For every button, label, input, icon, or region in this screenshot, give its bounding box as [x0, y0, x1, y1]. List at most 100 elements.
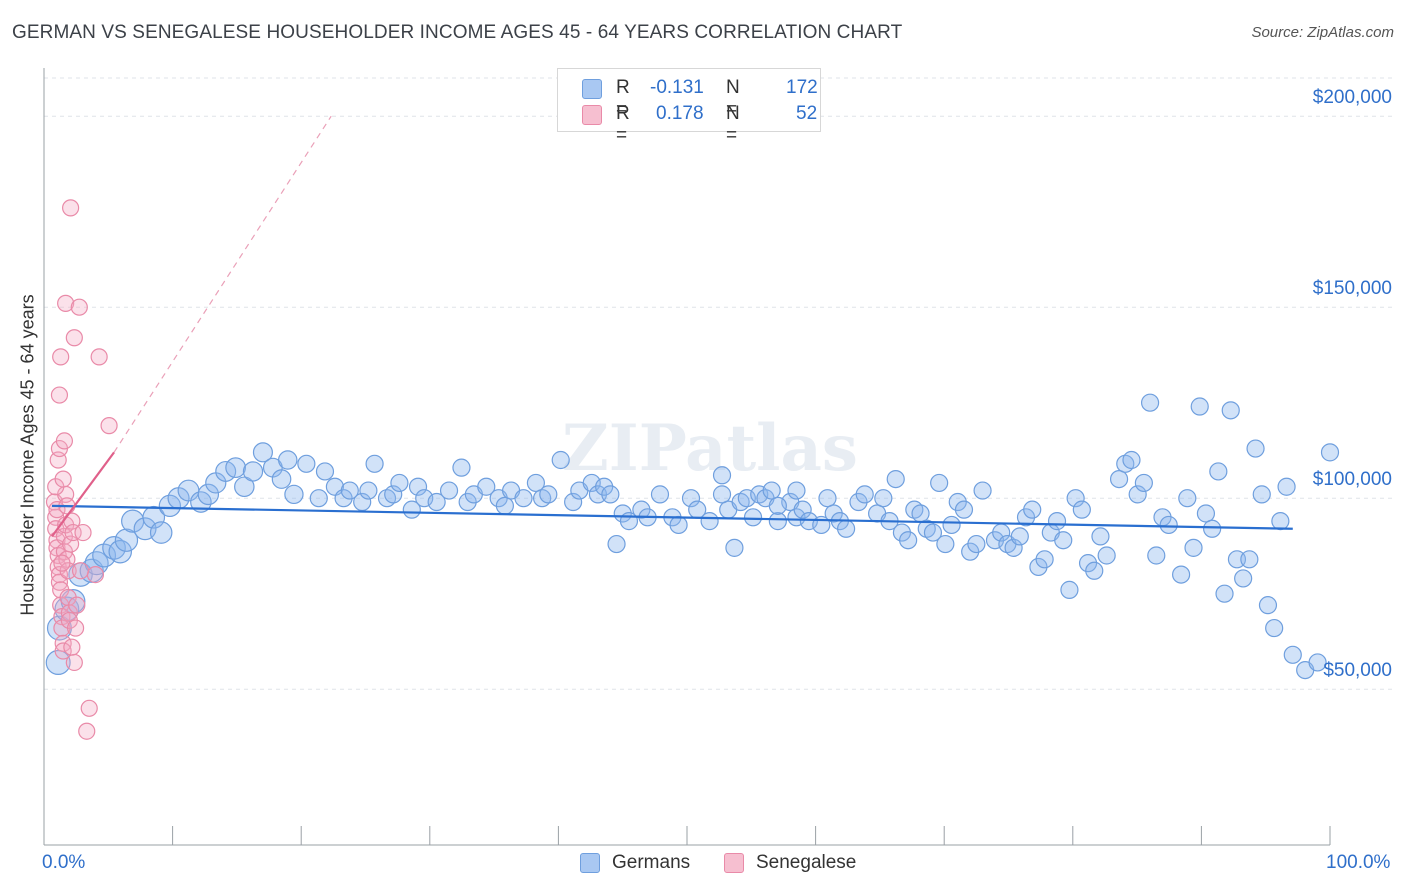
german-point	[768, 512, 787, 531]
senegalese-point	[62, 199, 80, 217]
german-point	[1085, 561, 1104, 580]
senegalese-point	[53, 554, 71, 572]
german-point	[477, 477, 496, 496]
senegalese-point	[54, 470, 72, 488]
germans-trendline	[51, 504, 1293, 530]
german-point	[967, 534, 986, 554]
german-point	[551, 450, 570, 470]
german-point	[1227, 550, 1247, 569]
german-point	[1010, 527, 1029, 546]
n-label: N =	[726, 103, 740, 146]
german-point	[1308, 653, 1327, 672]
r-label: R =	[616, 103, 630, 146]
y-tick-label: $150,000	[1312, 278, 1392, 299]
german-point	[297, 454, 316, 473]
german-point	[359, 481, 378, 500]
chart-title: GERMAN VS SENEGALESE HOUSEHOLDER INCOME …	[12, 22, 903, 43]
german-point	[1134, 473, 1153, 493]
senegalese-point	[50, 386, 69, 404]
german-point	[1221, 401, 1240, 420]
german-point	[762, 481, 781, 500]
german-point	[1184, 538, 1203, 557]
german-point	[818, 489, 837, 508]
german-point	[225, 457, 247, 479]
german-point	[390, 473, 409, 493]
senegalese-point	[100, 417, 118, 435]
german-point	[1277, 477, 1296, 496]
german-point	[712, 485, 732, 504]
german-point	[197, 483, 220, 506]
senegalese-point	[74, 523, 92, 542]
german-point	[669, 515, 688, 535]
senegalese-point	[78, 722, 96, 740]
german-point	[712, 466, 732, 485]
german-point	[514, 489, 533, 508]
german-point	[1023, 500, 1042, 519]
r-value: 0.178	[656, 103, 704, 124]
german-point	[911, 504, 930, 523]
german-point	[408, 477, 428, 496]
german-point	[439, 481, 459, 500]
german-point	[1240, 550, 1259, 569]
german-point	[102, 536, 126, 560]
german-point	[954, 500, 974, 519]
german-point	[242, 461, 264, 482]
german-point	[1196, 504, 1216, 523]
senegalese-point	[80, 699, 98, 717]
german-point	[309, 489, 328, 508]
senegalese-trendline	[51, 451, 115, 538]
senegalese-point	[57, 294, 75, 312]
german-point	[84, 551, 109, 576]
german-point	[936, 534, 955, 554]
german-point	[340, 481, 359, 500]
german-point	[1066, 489, 1085, 508]
german-point	[1072, 500, 1091, 519]
n-value: 172	[786, 77, 818, 98]
german-point	[1035, 550, 1054, 569]
german-point	[114, 528, 139, 552]
german-point	[787, 481, 806, 500]
german-point	[1178, 489, 1197, 508]
correlation-legend: R = -0.131 N = 172 R = 0.178 N = 52	[557, 68, 821, 146]
german-point	[1215, 584, 1234, 603]
german-point	[1122, 450, 1141, 470]
german-point	[526, 473, 546, 493]
german-point	[1060, 580, 1079, 599]
german-point	[1252, 485, 1271, 504]
german-point	[315, 462, 335, 481]
german-point	[1147, 546, 1166, 565]
german-point	[452, 458, 471, 477]
german-point	[539, 485, 558, 504]
german-point	[1097, 546, 1116, 565]
german-point	[607, 534, 626, 554]
german-point	[1128, 485, 1147, 504]
german-point	[495, 496, 514, 515]
series-label: Germans	[612, 852, 691, 873]
german-point	[149, 521, 173, 544]
german-point	[1190, 397, 1209, 416]
r-label: R =	[616, 77, 630, 120]
german-point	[1320, 443, 1340, 462]
germans-swatch	[580, 853, 600, 873]
senegalese-point	[66, 619, 85, 637]
germans-swatch	[582, 79, 602, 99]
german-point	[681, 489, 701, 508]
senegalese-point	[55, 432, 74, 450]
german-point	[768, 496, 787, 515]
senegalese-point	[52, 348, 70, 366]
x-tick-label-max: 100.0%	[1326, 852, 1391, 873]
german-point	[1246, 439, 1265, 458]
german-point	[234, 476, 255, 498]
german-point	[923, 523, 943, 542]
german-point	[650, 485, 670, 504]
german-point	[277, 450, 298, 470]
german-point	[271, 469, 292, 489]
y-axis-title: Householder Income Ages 45 - 64 years	[17, 294, 38, 616]
r-value: -0.131	[650, 77, 704, 98]
german-point	[108, 539, 133, 564]
german-point	[1054, 531, 1073, 550]
german-point	[1265, 618, 1284, 638]
source-label: Source: ZipAtlas.com	[1251, 24, 1394, 41]
german-point	[45, 649, 71, 675]
